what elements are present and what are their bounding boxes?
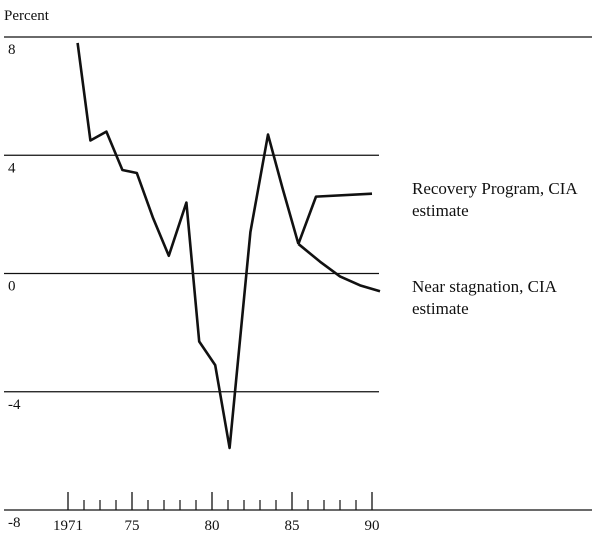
y-tick-label: -8 — [8, 515, 21, 531]
y-tick-label: 0 — [8, 279, 16, 295]
x-tick-label: 85 — [285, 518, 300, 534]
x-tick-label: 90 — [365, 518, 380, 534]
data-line — [297, 192, 373, 245]
legend-entry: Near stagnation, CIA estimate — [412, 277, 556, 318]
x-tick-label: 1971 — [53, 518, 83, 534]
y-axis-label: Percent — [4, 8, 50, 24]
y-tick-label: -4 — [8, 397, 21, 413]
y-tick-label: 8 — [8, 42, 16, 58]
x-tick-label: 75 — [125, 518, 140, 534]
y-tick-label: 4 — [8, 160, 16, 176]
data-line — [76, 42, 300, 450]
data-line — [297, 242, 381, 293]
legend-entry: Recovery Program, CIA estimate — [412, 179, 577, 220]
x-tick-label: 80 — [205, 518, 220, 534]
